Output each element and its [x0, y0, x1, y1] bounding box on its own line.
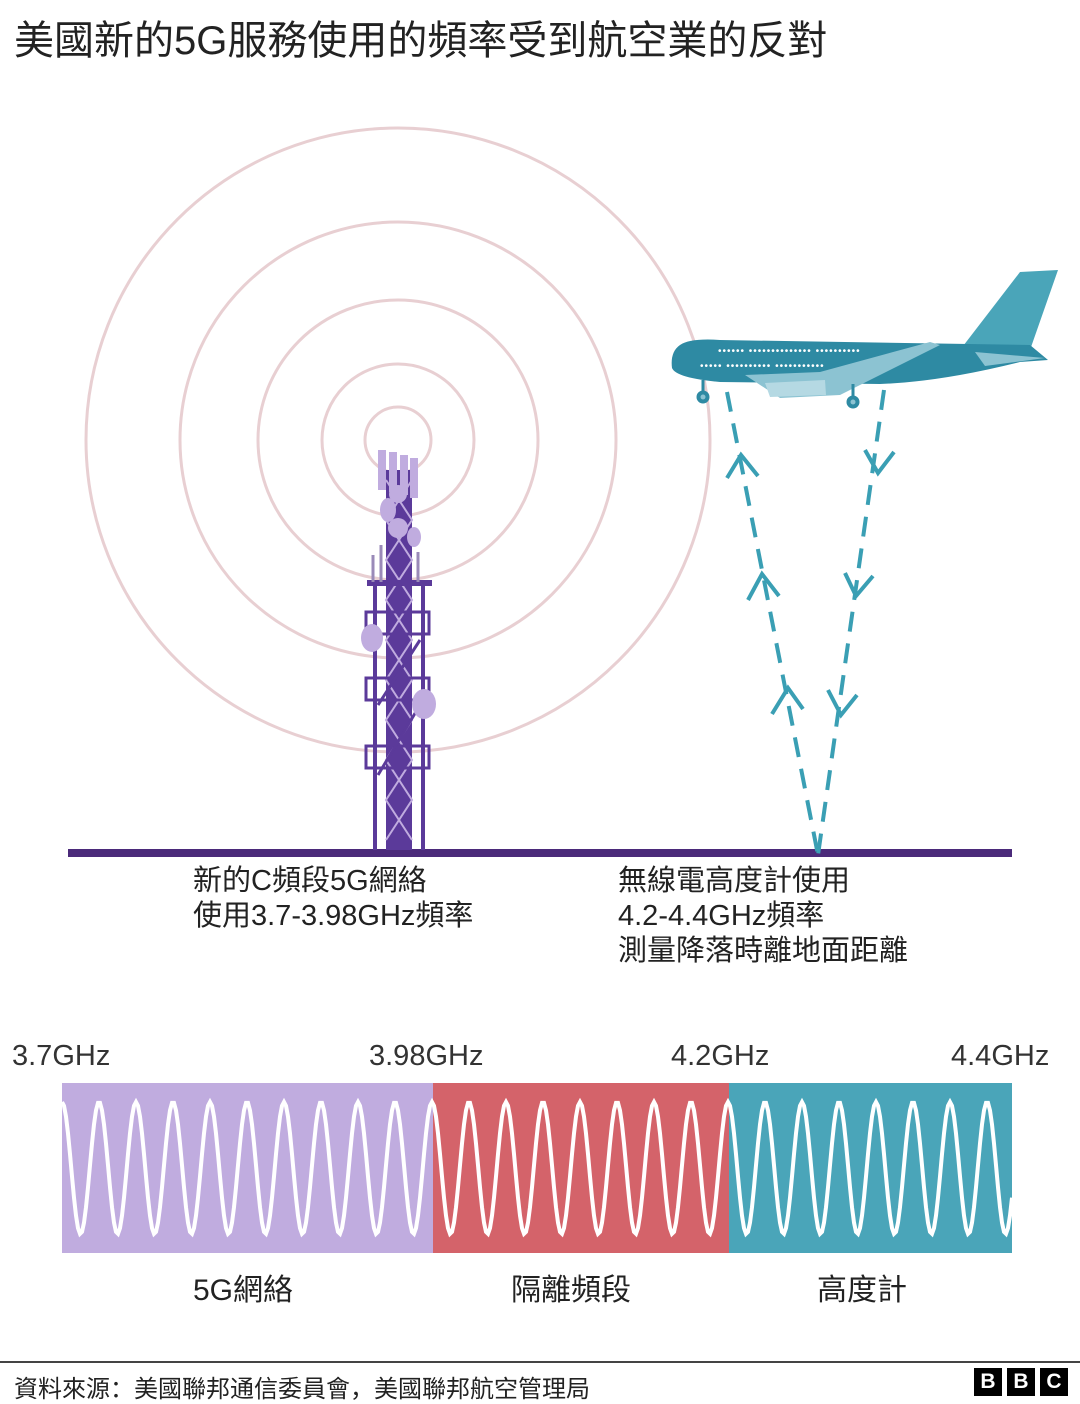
signal-ring	[363, 405, 433, 475]
svg-text:•••••• •••••••••••••• ••••: •••••• •••••••••••••• ••••••••••	[718, 346, 861, 357]
page-title: 美國新的5G服務使用的頻率受到航空業的反對	[14, 19, 828, 63]
band	[62, 1083, 433, 1253]
altimeter-caption: 無線電高度計使用 4.2-4.4GHz頻率 測量降落時離地面距離	[618, 864, 908, 969]
tick-label: 4.4GHz	[951, 1040, 1050, 1072]
altimeter-caption-line: 測量降落時離地面距離	[618, 935, 909, 967]
source-note: 資料來源：美國聯邦通信委員會，美國聯邦航空管理局	[14, 1376, 590, 1403]
logo-letter: C	[1040, 1368, 1068, 1396]
band-label-5g: 5G網絡	[192, 1274, 294, 1307]
logo-letter: B	[1007, 1368, 1035, 1396]
tick-label: 4.2GHz	[671, 1040, 770, 1072]
tick-label: 3.7GHz	[12, 1040, 111, 1072]
ground-line	[68, 849, 1012, 857]
footer-divider	[0, 1361, 1080, 1363]
bbc-logo: B B C	[974, 1368, 1068, 1396]
tower-caption-line: 使用3.7-3.98GHz頻率	[193, 900, 474, 932]
altimeter-caption-line: 無線電高度計使用	[618, 865, 851, 897]
airplane-icon: •••••• •••••••••••••• •••••••••• ••••• •…	[671, 270, 1058, 409]
altimeter-caption-line: 4.2-4.4GHz頻率	[618, 900, 825, 932]
band-label-altimeter: 高度計	[817, 1274, 907, 1307]
signal-wave	[60, 1097, 1014, 1238]
cell-tower-icon	[361, 450, 436, 850]
logo-letter: B	[974, 1368, 1002, 1396]
band-label-guard: 隔離頻段	[511, 1274, 631, 1307]
tick-label: 3.98GHz	[369, 1040, 484, 1072]
frequency-spectrum-bar	[62, 1083, 1012, 1253]
tower-caption: 新的C頻段5G網絡 使用3.7-3.98GHz頻率	[193, 864, 473, 934]
illustration: •••••• •••••••••••••• •••••••••• ••••• •…	[60, 126, 1058, 1253]
radar-altimeter-dashed-arrows	[725, 389, 896, 856]
svg-text:••••• •••••••••• •••••••••: ••••• •••••••••• •••••••••••	[700, 361, 825, 372]
tower-caption-line: 新的C頻段5G網絡	[193, 865, 427, 897]
